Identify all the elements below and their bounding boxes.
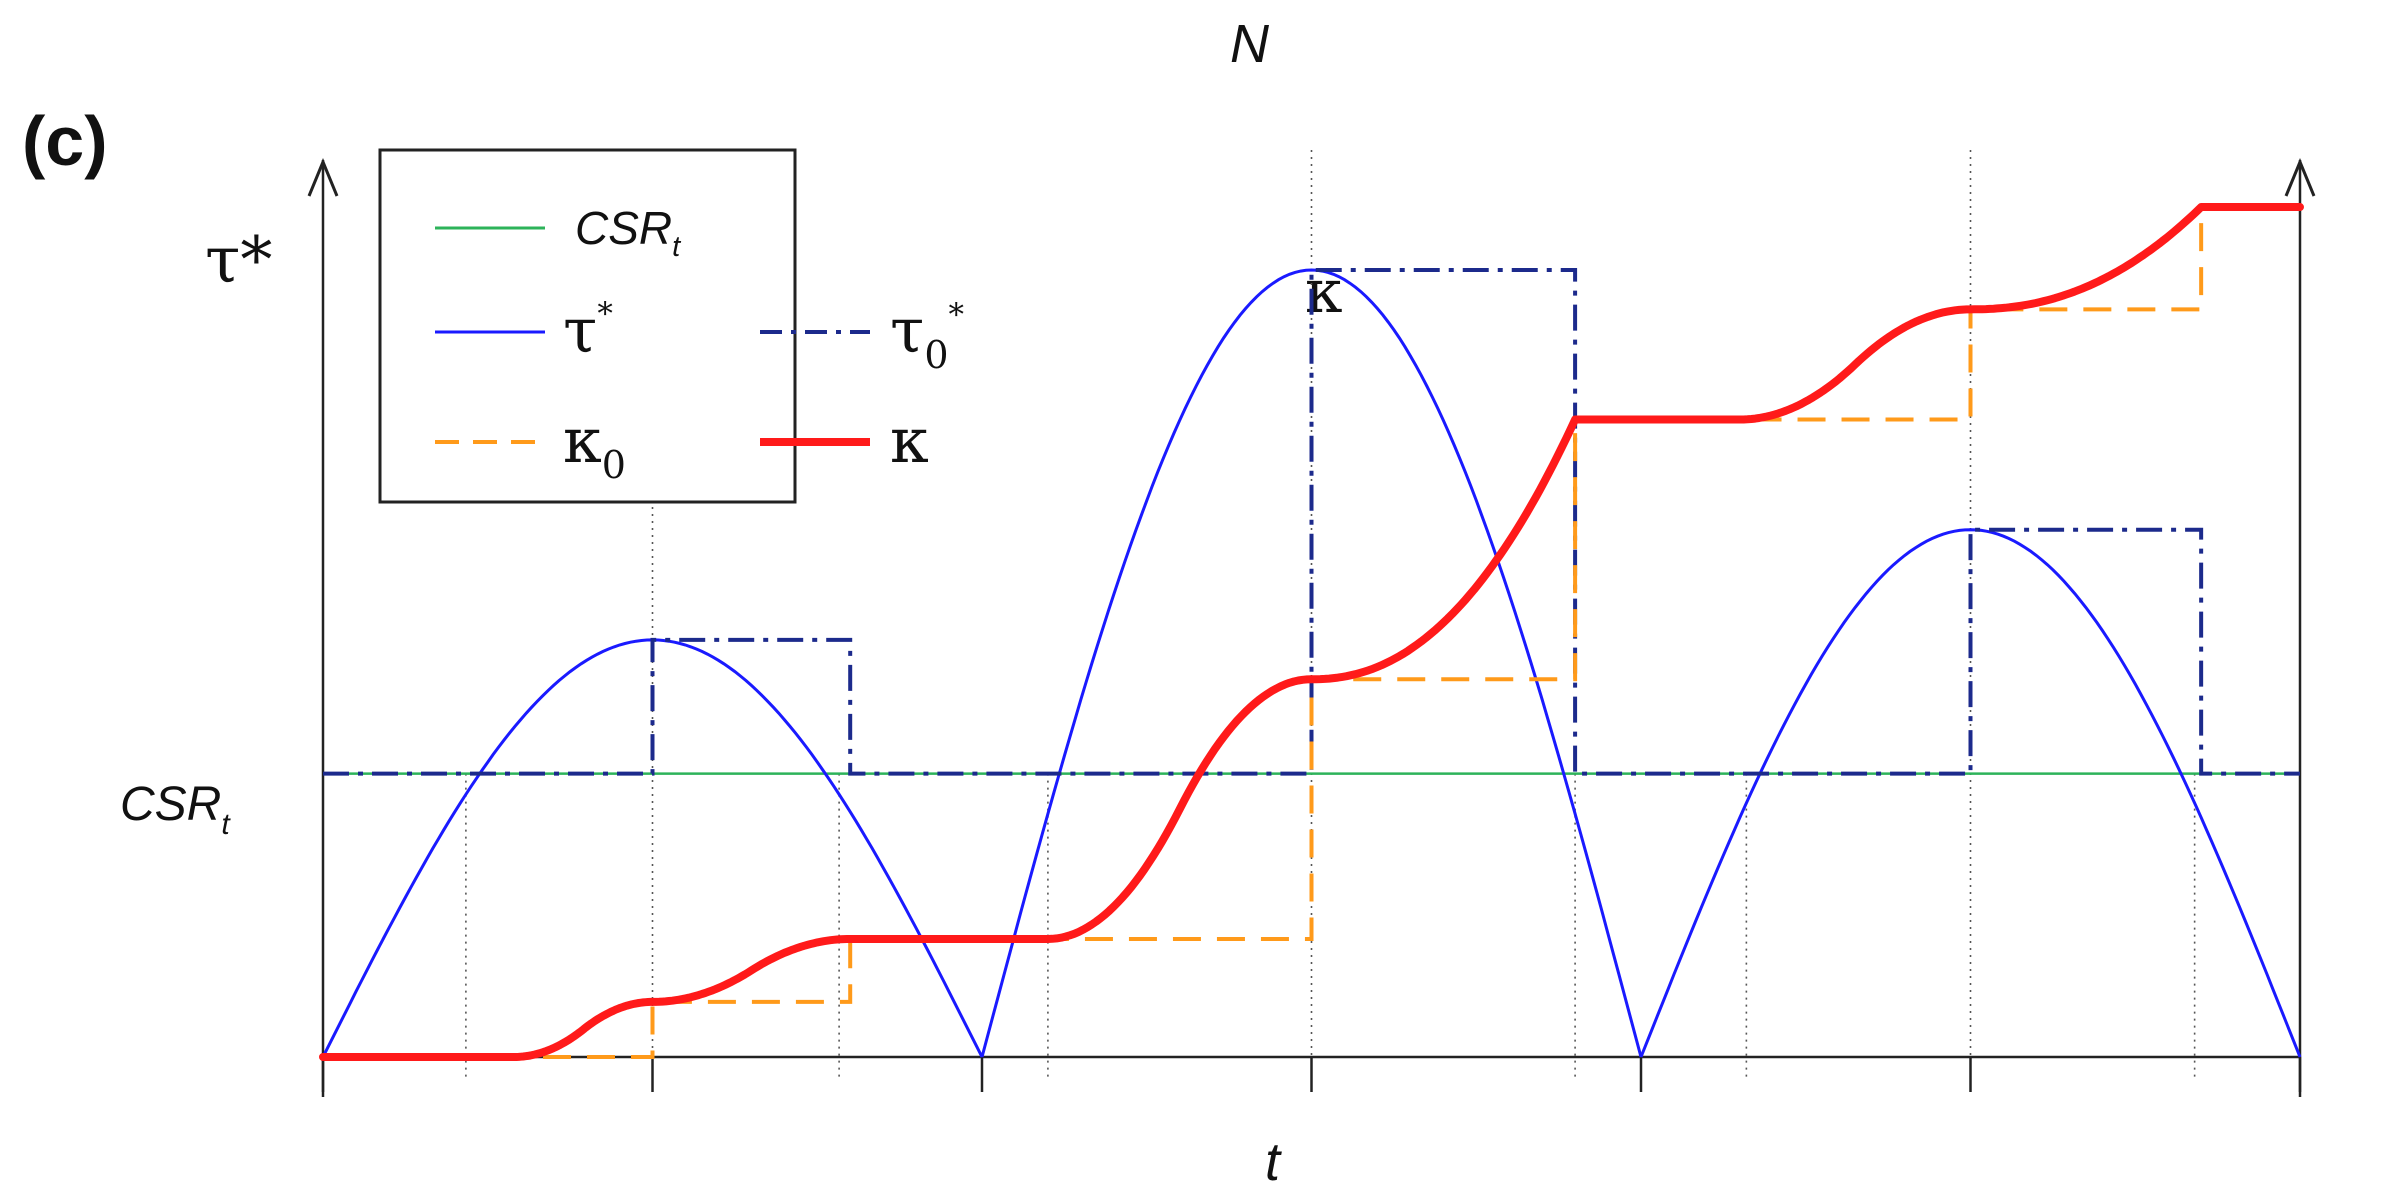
series-tau-arc [980,268,1643,1058]
legend-label-tau: τ* [563,294,613,367]
legend-label-kappa: κ [890,404,929,477]
y-axis-left-arrow [307,158,339,197]
y-axis-left-label: τ* [205,224,272,298]
legend-label-csr: CSRt [575,202,682,263]
csr-tick-label: CSRt [120,778,231,841]
series-kappa [319,203,2304,1061]
y-axis-right-arrow [2284,158,2316,197]
plot-area [307,150,2316,1097]
series-tau0 [323,268,2300,776]
panel-label: (c) [22,102,108,180]
y-axis-right-label: N [1230,14,1270,74]
series-tau-arc [1639,528,2302,1058]
x-axis-label: t [1265,1132,1282,1192]
legend-label-tau0: τ0* [890,294,964,377]
y-axis-left-label-text: τ* [205,224,272,298]
legend-label-kappa0: κ0 [563,404,626,487]
legend: CSRt τ* τ0* κ0 κ [378,148,964,504]
